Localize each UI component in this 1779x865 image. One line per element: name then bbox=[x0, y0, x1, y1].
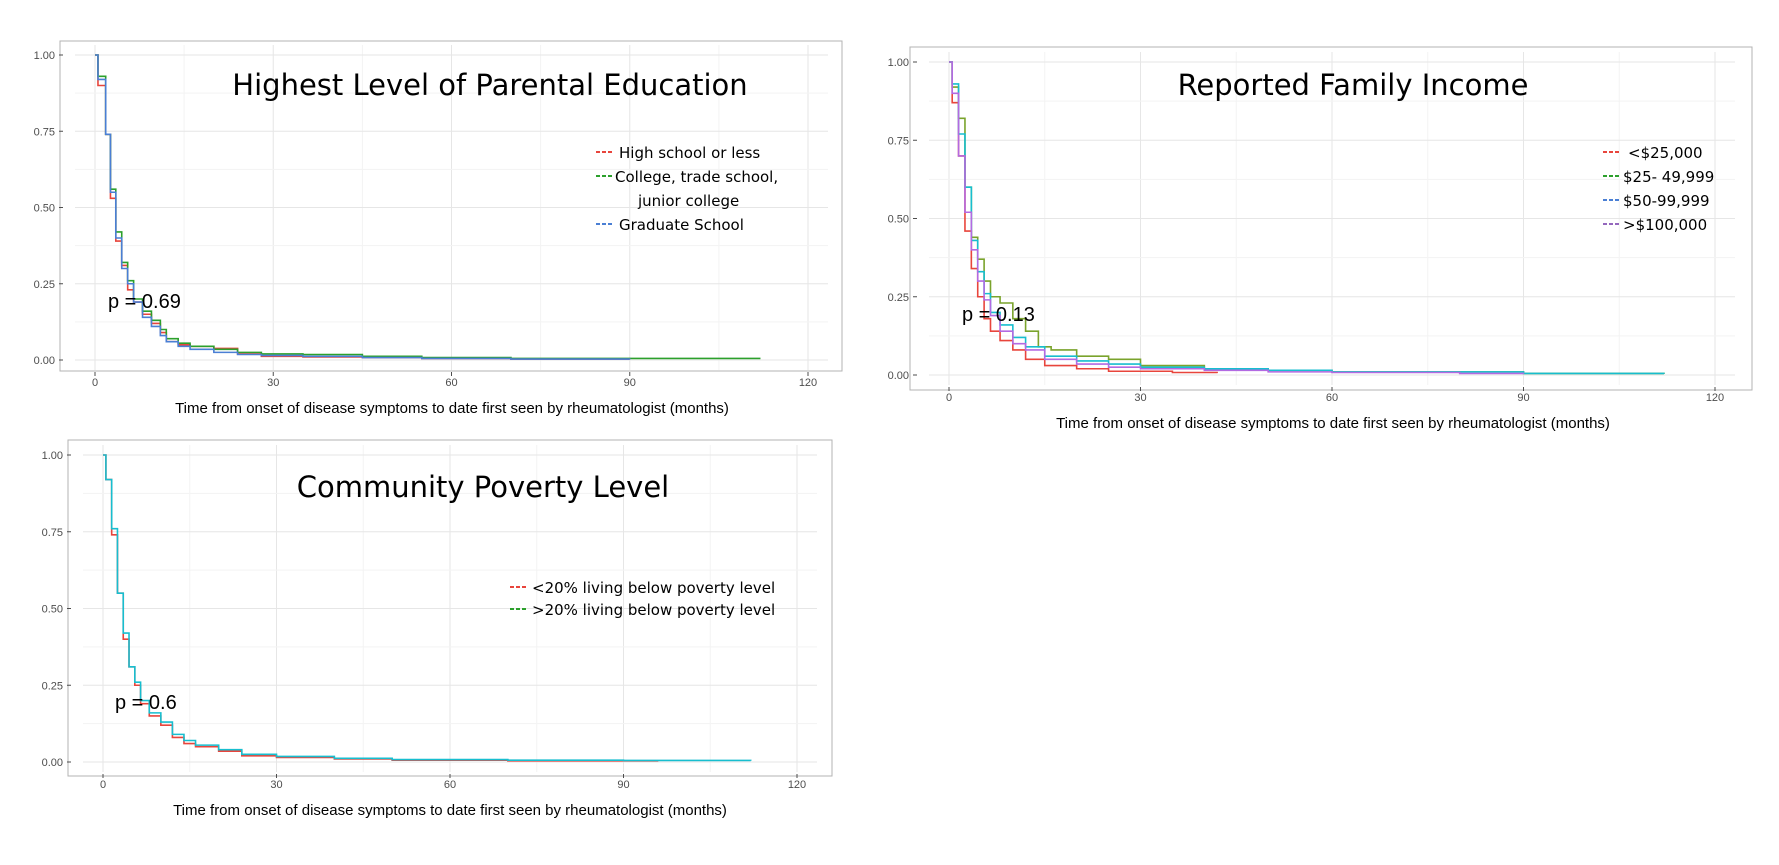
y-tick-label: 0.75 bbox=[34, 126, 55, 138]
legend-label-college: College, trade school, bbox=[615, 168, 778, 186]
x-tick-label: 90 bbox=[1517, 392, 1529, 404]
chart-title-family-income: Reported Family Income bbox=[1178, 68, 1529, 102]
chart-title-parental-education: Highest Level of Parental Education bbox=[232, 68, 747, 102]
legend-label-high-school: High school or less bbox=[619, 144, 760, 162]
y-tick-label: 0.25 bbox=[42, 680, 63, 692]
legend-family-income: <$25,000 $25- 49,999 $50-99,999 >$100,00… bbox=[1603, 144, 1714, 234]
x-tick-label: 60 bbox=[445, 377, 457, 389]
x-tick-label: 120 bbox=[1706, 392, 1724, 404]
y-tick-label: 0.50 bbox=[42, 604, 63, 616]
chart-panel-parental-education: 0.00 0.25 0.50 0.75 1.00 0 30 60 90 120 Highest … bbox=[34, 40, 843, 417]
x-tick-label: 0 bbox=[946, 392, 952, 404]
x-tick-label: 90 bbox=[617, 779, 629, 791]
legend-label-college-line2: junior college bbox=[637, 192, 739, 210]
p-value-annotation-3: p = 0.6 bbox=[115, 692, 177, 714]
y-tick-label: 0.00 bbox=[42, 757, 63, 769]
legend-label-income-25-49k: $25- 49,999 bbox=[1623, 168, 1714, 186]
y-tick-label: 1.00 bbox=[888, 57, 909, 69]
x-axis-label-1: Time from onset of disease symptoms to d… bbox=[175, 400, 729, 417]
legend-label-poverty-gt20: >20% living below poverty level bbox=[532, 601, 775, 619]
x-tick-label: 30 bbox=[270, 779, 282, 791]
legend-community-poverty: <20% living below poverty level >20% liv… bbox=[510, 579, 775, 619]
legend-label-income-50-99k: $50-99,999 bbox=[1623, 192, 1710, 210]
x-axis-label-2: Time from onset of disease symptoms to d… bbox=[1056, 415, 1610, 432]
p-value-annotation-2: p = 0.13 bbox=[962, 304, 1035, 326]
y-tick-label: 0.25 bbox=[34, 279, 55, 291]
legend-label-income-gt100k: >$100,000 bbox=[1623, 216, 1707, 234]
km-curve--20-living-below-poverty-level bbox=[103, 454, 752, 762]
y-tick-label: 0.25 bbox=[888, 292, 909, 304]
x-tick-label: 0 bbox=[92, 377, 98, 389]
legend-label-graduate: Graduate School bbox=[619, 216, 744, 234]
chart-panel-community-poverty: 0.00 0.25 0.50 0.75 1.00 0 30 60 90 120 Communit… bbox=[42, 439, 833, 819]
legend-parental-education: High school or less College, trade schoo… bbox=[596, 144, 778, 234]
legend-label-poverty-lt20: <20% living below poverty level bbox=[532, 579, 775, 597]
x-tick-label: 120 bbox=[799, 377, 817, 389]
x-tick-label: 30 bbox=[1134, 392, 1146, 404]
y-tick-label: 0.75 bbox=[42, 527, 63, 539]
chart-title-community-poverty: Community Poverty Level bbox=[297, 470, 669, 504]
y-tick-label: 0.75 bbox=[888, 135, 909, 147]
km-curve-college-trade-school-junior-college bbox=[95, 54, 761, 360]
x-tick-label: 60 bbox=[444, 779, 456, 791]
km-curve-graduate-school bbox=[95, 54, 631, 360]
x-tick-label: 30 bbox=[267, 377, 279, 389]
x-tick-label: 0 bbox=[100, 779, 106, 791]
chart-panel-family-income: 0.00 0.25 0.50 0.75 1.00 0 30 60 90 120 Reported… bbox=[888, 46, 1753, 432]
y-tick-label: 1.00 bbox=[42, 450, 63, 462]
y-tick-label: 0.50 bbox=[34, 203, 55, 215]
p-value-annotation-1: p = 0.69 bbox=[108, 291, 181, 313]
legend-label-income-lt25k: <$25,000 bbox=[1628, 144, 1703, 162]
y-tick-label: 0.00 bbox=[888, 370, 909, 382]
x-tick-label: 90 bbox=[624, 377, 636, 389]
x-tick-label: 60 bbox=[1326, 392, 1338, 404]
x-tick-label: 120 bbox=[788, 779, 806, 791]
x-axis-label-3: Time from onset of disease symptoms to d… bbox=[173, 802, 727, 819]
y-tick-label: 0.50 bbox=[888, 214, 909, 226]
y-tick-label: 0.00 bbox=[34, 355, 55, 367]
km-curve--100-000 bbox=[949, 61, 1525, 375]
y-tick-label: 1.00 bbox=[34, 50, 55, 62]
